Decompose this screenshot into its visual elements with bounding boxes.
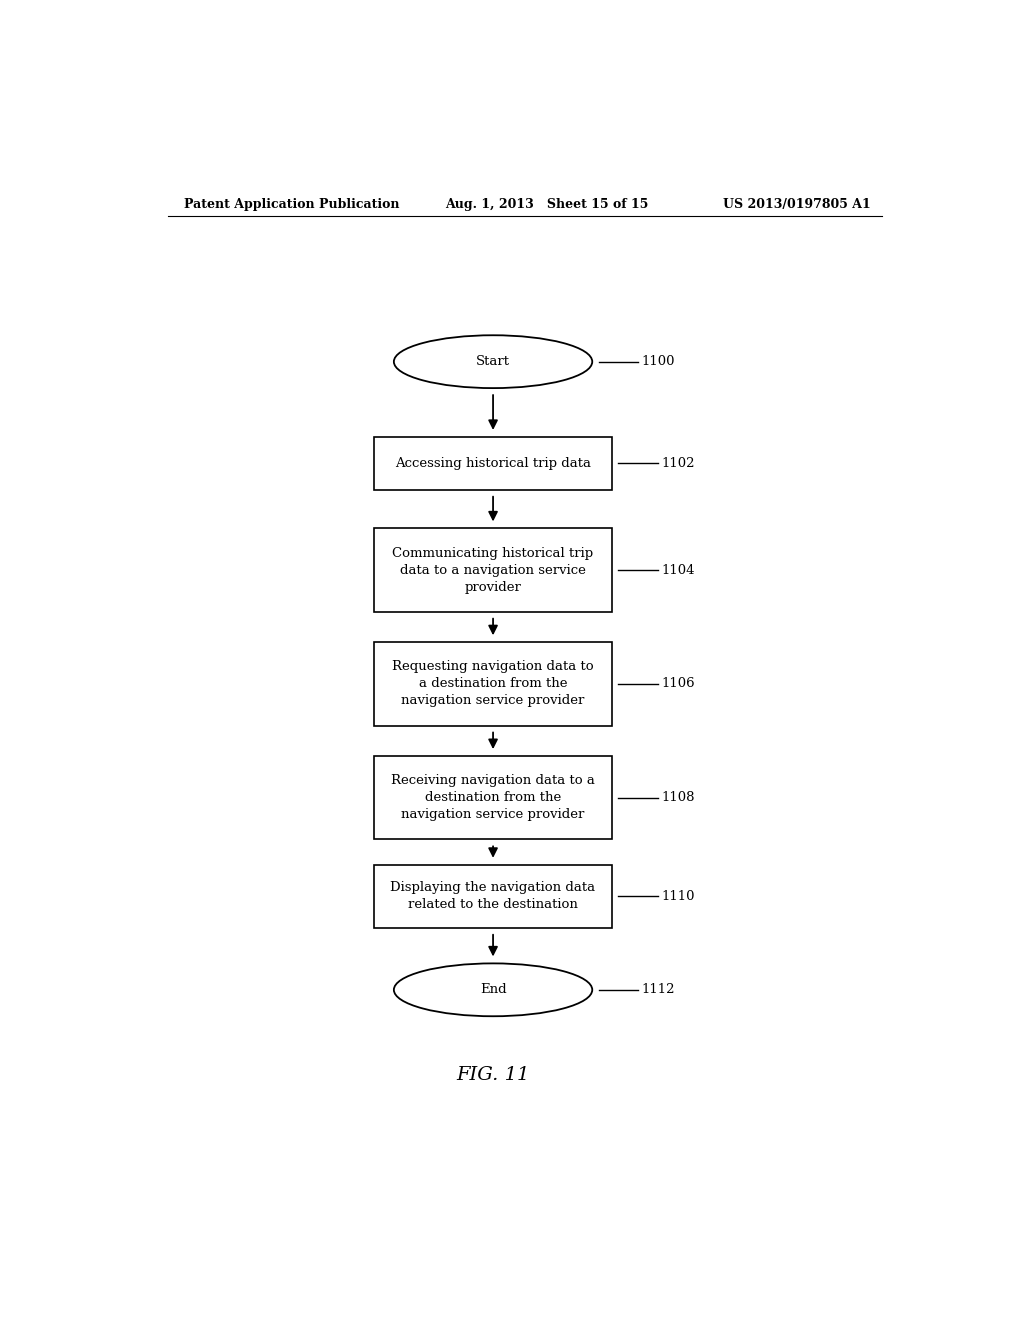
FancyBboxPatch shape xyxy=(374,528,612,611)
Text: Aug. 1, 2013   Sheet 15 of 15: Aug. 1, 2013 Sheet 15 of 15 xyxy=(445,198,649,211)
Ellipse shape xyxy=(394,335,592,388)
Text: 1104: 1104 xyxy=(662,564,695,577)
Text: 1102: 1102 xyxy=(662,457,695,470)
FancyBboxPatch shape xyxy=(374,756,612,840)
Text: Accessing historical trip data: Accessing historical trip data xyxy=(395,457,591,470)
Text: Communicating historical trip
data to a navigation service
provider: Communicating historical trip data to a … xyxy=(392,546,594,594)
Text: US 2013/0197805 A1: US 2013/0197805 A1 xyxy=(723,198,871,211)
Text: 1108: 1108 xyxy=(662,791,695,804)
Text: Patent Application Publication: Patent Application Publication xyxy=(183,198,399,211)
Text: Displaying the navigation data
related to the destination: Displaying the navigation data related t… xyxy=(390,882,596,911)
Text: 1110: 1110 xyxy=(662,890,695,903)
Text: Requesting navigation data to
a destination from the
navigation service provider: Requesting navigation data to a destinat… xyxy=(392,660,594,708)
FancyBboxPatch shape xyxy=(374,437,612,490)
Text: Receiving navigation data to a
destination from the
navigation service provider: Receiving navigation data to a destinati… xyxy=(391,775,595,821)
Text: FIG. 11: FIG. 11 xyxy=(457,1067,529,1084)
Text: Start: Start xyxy=(476,355,510,368)
FancyBboxPatch shape xyxy=(374,865,612,928)
Text: 1112: 1112 xyxy=(641,983,675,997)
Ellipse shape xyxy=(394,964,592,1016)
Text: 1106: 1106 xyxy=(662,677,695,690)
Text: End: End xyxy=(479,983,507,997)
Text: 1100: 1100 xyxy=(641,355,675,368)
FancyBboxPatch shape xyxy=(374,643,612,726)
